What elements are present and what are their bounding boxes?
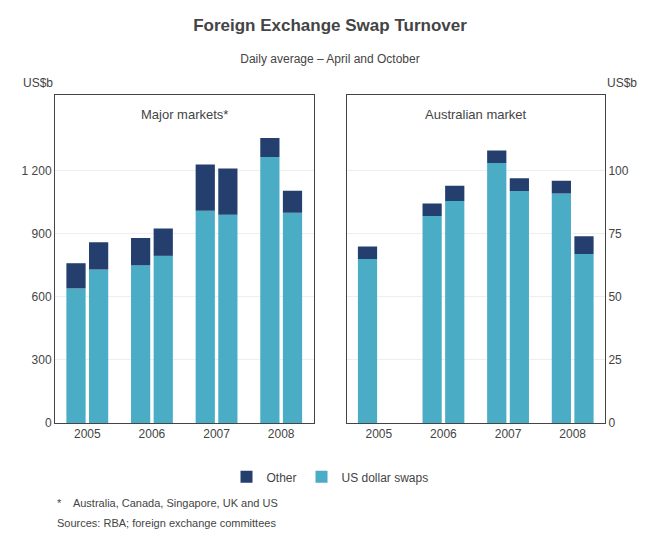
svg-text:2007: 2007 (495, 427, 522, 441)
svg-text:2008: 2008 (559, 427, 586, 441)
svg-text:50: 50 (608, 290, 622, 304)
svg-text:0: 0 (608, 416, 615, 430)
svg-text:Foreign Exchange Swap Turnover: Foreign Exchange Swap Turnover (193, 16, 467, 35)
svg-text:2005: 2005 (365, 427, 392, 441)
svg-text:300: 300 (32, 353, 52, 367)
svg-text:Sources: RBA; foreign exchange: Sources: RBA; foreign exchange committee… (57, 517, 276, 529)
svg-text:* Australia, Canada, Singap: * Australia, Canada, Singapore, UK and U… (57, 497, 278, 509)
svg-text:75: 75 (608, 227, 622, 241)
svg-text:2007: 2007 (203, 427, 230, 441)
svg-text:900: 900 (32, 227, 52, 241)
svg-text:600: 600 (32, 290, 52, 304)
svg-text:2006: 2006 (139, 427, 166, 441)
svg-text:US dollar swaps: US dollar swaps (342, 471, 429, 485)
svg-text:Australian market: Australian market (425, 107, 527, 122)
svg-text:100: 100 (608, 164, 628, 178)
svg-text:2006: 2006 (430, 427, 457, 441)
svg-text:US$b: US$b (607, 76, 637, 90)
svg-text:0: 0 (45, 416, 52, 430)
svg-text:2005: 2005 (74, 427, 101, 441)
svg-text:Other: Other (267, 471, 297, 485)
svg-text:Daily average – April and Octo: Daily average – April and October (240, 52, 419, 66)
svg-text:Major markets*: Major markets* (141, 107, 228, 122)
svg-text:25: 25 (608, 353, 622, 367)
svg-text:1 200: 1 200 (22, 164, 52, 178)
svg-text:US$b: US$b (23, 76, 53, 90)
svg-text:2008: 2008 (268, 427, 295, 441)
